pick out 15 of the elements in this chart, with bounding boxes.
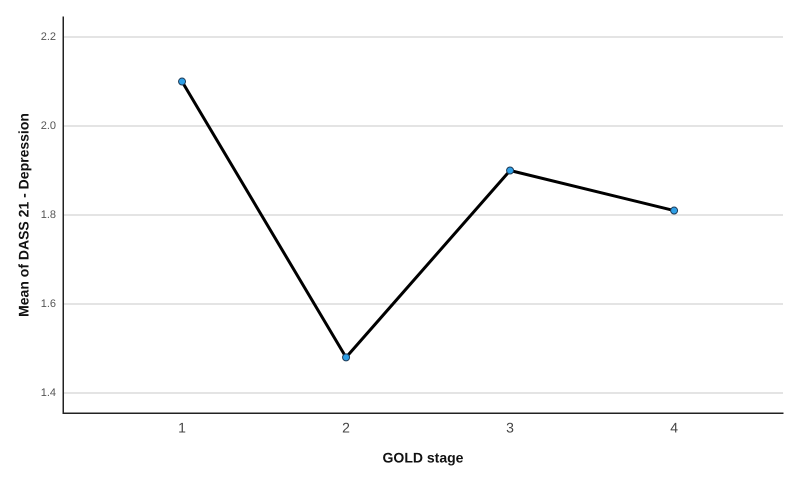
x-tick-label: 1 <box>178 419 186 436</box>
x-axis-title: GOLD stage <box>382 449 464 466</box>
y-tick-label: 1.4 <box>40 387 56 400</box>
point <box>342 353 350 362</box>
y-tick-label: 1.8 <box>40 209 56 222</box>
y-tick-label: 2.2 <box>40 31 56 44</box>
y-axis-title: Mean of DASS 21 - Depression <box>15 113 32 317</box>
y-tick-label: 1.6 <box>40 298 56 310</box>
point <box>670 206 678 215</box>
x-tick-label: 4 <box>670 419 678 436</box>
point <box>506 166 514 175</box>
x-tick-label: 2 <box>342 419 350 436</box>
point <box>178 78 186 86</box>
y-tick-label: 2.0 <box>40 120 56 132</box>
x-tick-label: 3 <box>506 419 514 436</box>
